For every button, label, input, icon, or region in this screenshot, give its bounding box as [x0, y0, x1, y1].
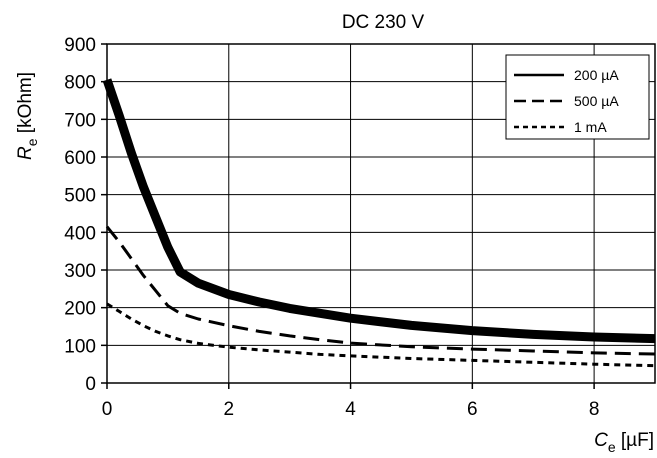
y-tick-label: 300	[64, 261, 96, 282]
y-tick-label: 400	[64, 223, 96, 244]
y-tick-label: 500	[64, 186, 96, 207]
x-axis-unit: [µF]	[616, 430, 654, 451]
plot-area-frame	[106, 43, 656, 384]
x-tick-label: 4	[345, 399, 356, 420]
legend-label-500ua: 500 µA	[574, 93, 619, 109]
y-tick-label: 200	[64, 299, 96, 320]
y-axis-unit: [kOhm]	[15, 72, 36, 139]
x-tick-label: 6	[467, 399, 478, 420]
y-axis-label: Re [kOhm]	[15, 72, 40, 160]
series-line-0	[102, 78, 656, 344]
x-axis-symbol: C	[594, 430, 608, 451]
series-line-1	[105, 225, 656, 356]
y-tick-label: 700	[64, 110, 96, 131]
legend-label-1ma: 1 mA	[574, 119, 607, 135]
y-tick-label: 900	[64, 35, 96, 56]
legend-box	[505, 54, 650, 140]
y-tick-label: 800	[64, 73, 96, 94]
x-tick-label: 0	[102, 399, 113, 420]
x-tick-label: 8	[589, 399, 600, 420]
x-axis-label: Ce [µF]	[594, 430, 654, 455]
legend-label-200ua: 200 µA	[574, 67, 619, 83]
tick-labels: 0 100 200 300 400 500 600 700 800 900 0 2 4 6 8	[64, 35, 599, 420]
y-axis-subscript: e	[24, 138, 40, 146]
y-tick-label: 600	[64, 148, 96, 169]
series-line-2	[106, 302, 656, 368]
x-tick-label: 2	[223, 399, 234, 420]
series-group	[102, 78, 656, 368]
chart-title: DC 230 V	[342, 12, 425, 33]
y-axis-symbol: R	[15, 146, 36, 160]
legend: 200 µA 500 µA 1 mA	[505, 54, 650, 140]
y-tick-label: 100	[64, 336, 96, 357]
y-tick-label: 0	[85, 374, 96, 395]
x-axis-subscript: e	[608, 439, 616, 455]
